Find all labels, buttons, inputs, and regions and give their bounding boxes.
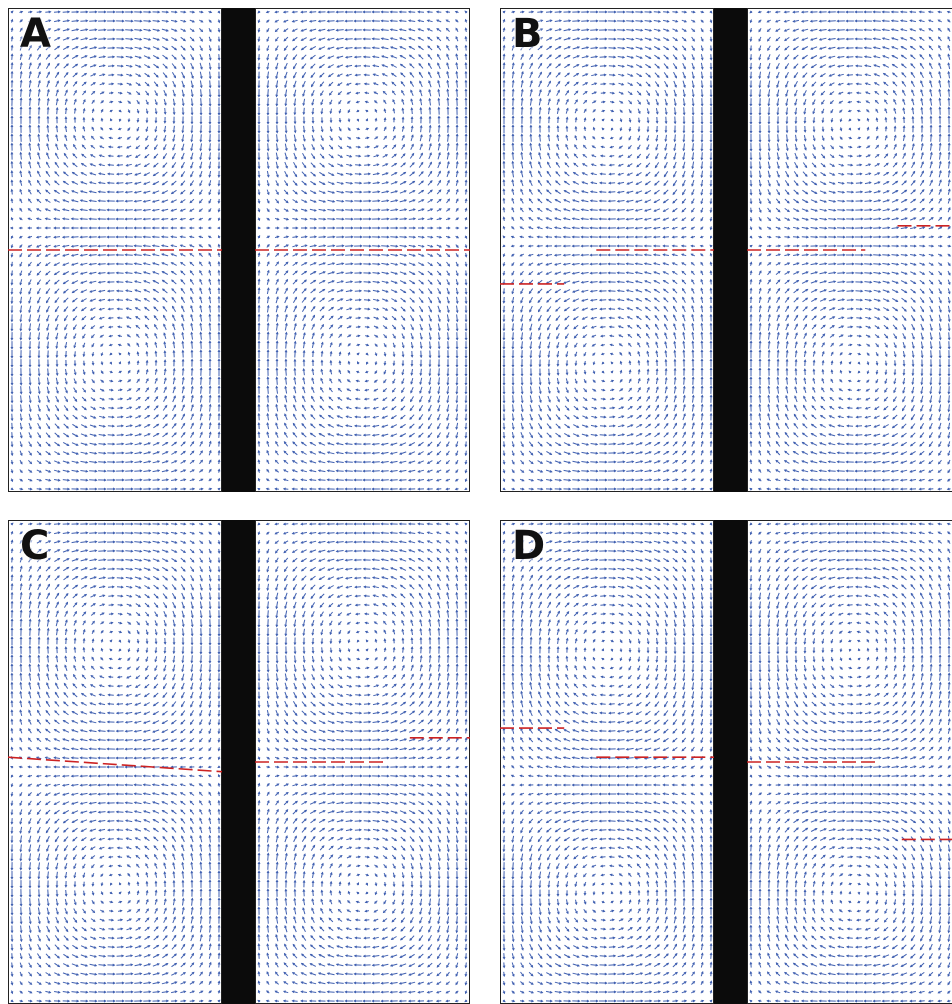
vector-arrow [154,307,158,311]
panel-label-a: A [20,14,51,54]
panel-a: A [8,8,470,492]
vector-arrow [181,46,185,50]
vector-arrow [64,298,68,302]
vector-arrow [311,64,315,68]
vector-arrow [419,55,423,59]
vector-arrow [163,298,167,302]
vector-arrow [55,55,59,59]
vector-arrow [410,64,414,68]
vector-arrow [320,307,324,311]
vector-arrow [302,55,306,59]
vector-arrow [311,298,315,302]
vector-arrow [401,307,405,311]
vector-arrow [163,64,167,68]
vector-field-plot-a [8,8,470,492]
vector-arrow [154,73,158,77]
vector-arrow [410,298,414,302]
vector-arrow [172,55,176,59]
vector-arrow [172,433,176,437]
vector-arrow [181,442,185,446]
